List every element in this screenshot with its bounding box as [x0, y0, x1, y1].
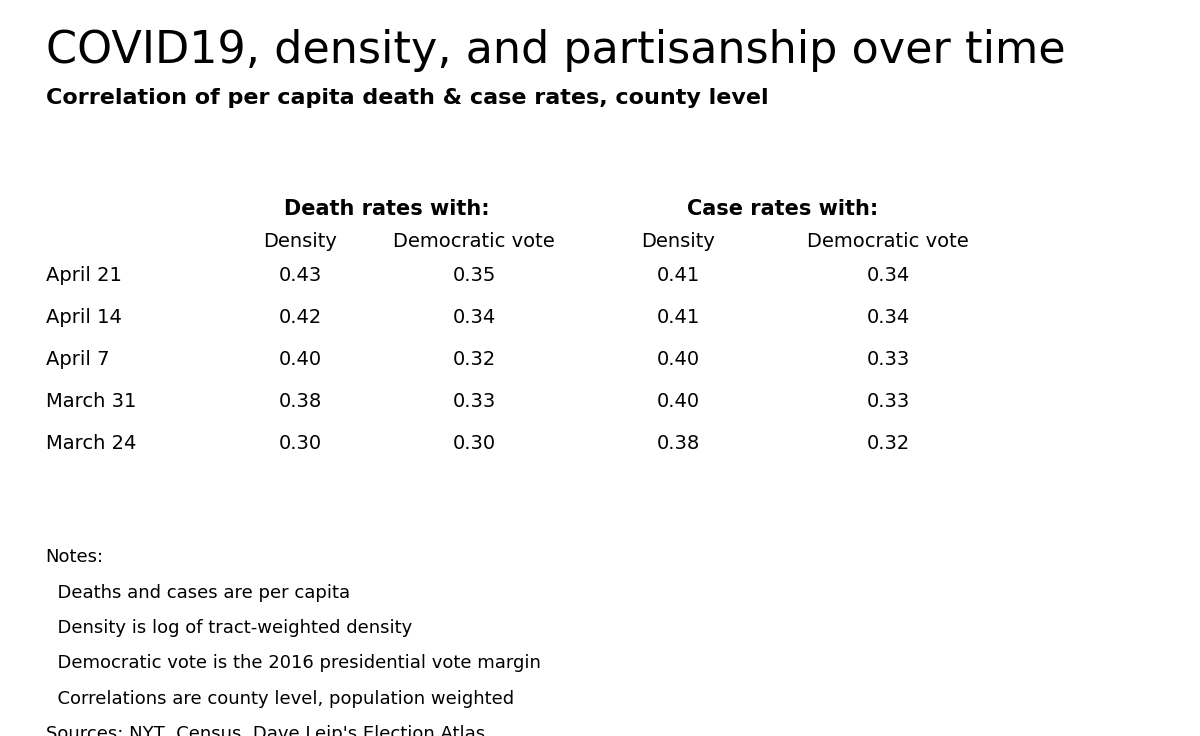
Text: COVID19, density, and partisanship over time: COVID19, density, and partisanship over …: [46, 29, 1066, 72]
Text: March 24: March 24: [46, 434, 136, 453]
Text: 0.34: 0.34: [866, 266, 910, 286]
Text: 0.34: 0.34: [866, 308, 910, 328]
Text: 0.42: 0.42: [278, 308, 322, 328]
Text: Density is log of tract-weighted density: Density is log of tract-weighted density: [46, 619, 412, 637]
Text: Density: Density: [263, 232, 337, 251]
Text: 0.43: 0.43: [278, 266, 322, 286]
Text: 0.30: 0.30: [278, 434, 322, 453]
Text: 0.33: 0.33: [452, 392, 496, 411]
Text: 0.38: 0.38: [278, 392, 322, 411]
Text: 0.41: 0.41: [656, 266, 700, 286]
Text: 0.41: 0.41: [656, 308, 700, 328]
Text: 0.40: 0.40: [656, 350, 700, 369]
Text: Density: Density: [641, 232, 715, 251]
Text: April 7: April 7: [46, 350, 109, 369]
Text: Correlation of per capita death & case rates, county level: Correlation of per capita death & case r…: [46, 88, 768, 108]
Text: Democratic vote is the 2016 presidential vote margin: Democratic vote is the 2016 presidential…: [46, 654, 540, 672]
Text: Sources: NYT, Census, Dave Leip's Election Atlas: Sources: NYT, Census, Dave Leip's Electi…: [46, 725, 485, 736]
Text: 0.40: 0.40: [656, 392, 700, 411]
Text: 0.38: 0.38: [656, 434, 700, 453]
Text: 0.34: 0.34: [452, 308, 496, 328]
Text: Notes:: Notes:: [46, 548, 103, 566]
Text: April 14: April 14: [46, 308, 121, 328]
Text: April 21: April 21: [46, 266, 121, 286]
Text: 0.30: 0.30: [452, 434, 496, 453]
Text: Case rates with:: Case rates with:: [688, 199, 878, 219]
Text: 0.32: 0.32: [866, 434, 910, 453]
Text: Democratic vote: Democratic vote: [808, 232, 968, 251]
Text: Death rates with:: Death rates with:: [284, 199, 490, 219]
Text: 0.40: 0.40: [278, 350, 322, 369]
Text: Correlations are county level, population weighted: Correlations are county level, populatio…: [46, 690, 514, 707]
Text: 0.33: 0.33: [866, 392, 910, 411]
Text: March 31: March 31: [46, 392, 136, 411]
Text: 0.35: 0.35: [452, 266, 496, 286]
Text: 0.32: 0.32: [452, 350, 496, 369]
Text: Deaths and cases are per capita: Deaths and cases are per capita: [46, 584, 349, 601]
Text: Democratic vote: Democratic vote: [394, 232, 554, 251]
Text: 0.33: 0.33: [866, 350, 910, 369]
